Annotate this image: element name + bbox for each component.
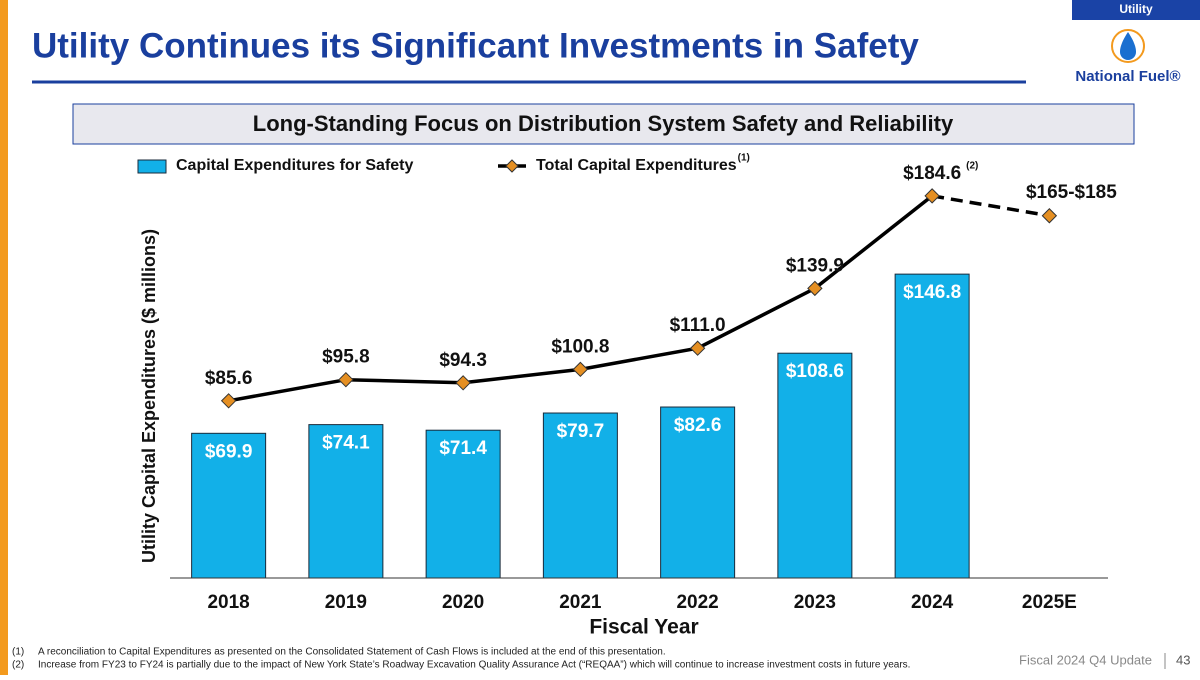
line-value-label: $139.9 xyxy=(786,255,844,276)
logo-text: National Fuel® xyxy=(1075,68,1180,85)
bar-value-label: $146.8 xyxy=(903,282,961,303)
line-value-label: $95.8 xyxy=(322,347,370,368)
legend-swatch xyxy=(505,159,519,173)
footnote: A reconciliation to Capital Expenditures… xyxy=(38,647,666,658)
page-number: 43 xyxy=(1176,652,1190,667)
bar-value-label: $79.7 xyxy=(557,421,605,442)
line-marker xyxy=(220,393,237,409)
legend-note: (1) xyxy=(738,153,750,164)
legend-label: Capital Expenditures for Safety xyxy=(176,157,413,174)
line xyxy=(931,194,1050,218)
banner-box xyxy=(72,103,1135,145)
footnote-marker: (1) xyxy=(12,647,24,658)
line-marker xyxy=(924,188,940,204)
line-value-label: $111.0 xyxy=(670,315,726,336)
tag-box xyxy=(1072,0,1200,20)
footer: Fiscal 2024 Q4 Update xyxy=(1019,652,1152,667)
footnote-marker: (2) xyxy=(12,660,24,671)
x-tick-label: 2021 xyxy=(559,592,602,613)
annotation: $165-$185 xyxy=(1026,182,1117,203)
accent-bar xyxy=(0,0,8,675)
annotation-note: (2) xyxy=(966,161,978,172)
line-marker xyxy=(1041,208,1058,224)
x-tick-label: 2018 xyxy=(207,592,249,613)
bar xyxy=(660,406,736,579)
footnote: Increase from FY23 to FY24 is partially … xyxy=(38,660,910,671)
x-tick-label: 2019 xyxy=(325,592,367,613)
banner: Long-Standing Focus on Distribution Syst… xyxy=(253,111,954,136)
bar xyxy=(308,424,384,579)
legend-label: Total Capital Expenditures xyxy=(536,157,737,174)
line-marker xyxy=(572,361,589,378)
line-value-label: $94.3 xyxy=(439,350,487,371)
bar-value-label: $82.6 xyxy=(674,415,722,436)
bar-value-label: $69.9 xyxy=(205,441,253,462)
bar-value-label: $74.1 xyxy=(322,433,370,454)
bar xyxy=(894,273,970,579)
logo-flame xyxy=(1120,32,1136,60)
line-value-label: $100.8 xyxy=(551,336,609,357)
bar-value-label: $71.4 xyxy=(439,438,487,459)
x-axis-label: Fiscal Year xyxy=(589,616,698,639)
bar xyxy=(542,412,618,579)
x-tick-label: 2020 xyxy=(442,592,484,613)
line-value-label: $85.6 xyxy=(205,368,253,389)
x-tick-label: 2025E xyxy=(1022,592,1077,613)
x-tick-label: 2024 xyxy=(911,592,954,613)
x-tick-label: 2023 xyxy=(794,592,836,613)
line-marker xyxy=(455,375,471,391)
tag: Utility xyxy=(1119,2,1153,16)
bar-value-label: $108.6 xyxy=(786,361,844,382)
logo-ring xyxy=(1111,29,1145,63)
x-tick-label: 2022 xyxy=(676,592,718,613)
bar xyxy=(777,352,853,579)
bar xyxy=(425,429,501,579)
legend-swatch xyxy=(137,159,167,174)
line-marker xyxy=(807,280,823,297)
line-marker xyxy=(689,340,706,356)
title: Utility Continues its Significant Invest… xyxy=(32,26,919,65)
line-value-label: $184.6 xyxy=(903,163,961,184)
y-axis-label: Utility Capital Expenditures ($ millions… xyxy=(139,229,159,563)
line-marker xyxy=(338,371,354,388)
